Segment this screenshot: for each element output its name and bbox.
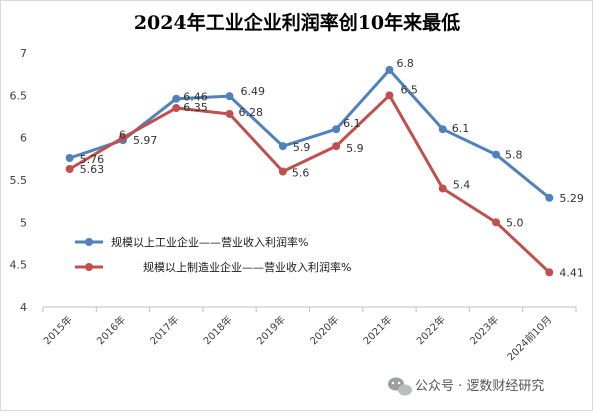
watermark: 公众号 · 逻数财经研究: [388, 377, 544, 396]
data-point: [492, 218, 501, 227]
data-point: [385, 65, 394, 74]
x-axis: 2015年 2016年 2017年 2018年 2019年 2020年 2021年 2022年…: [41, 306, 577, 363]
data-label: 5.97: [133, 134, 158, 147]
data-point: [65, 153, 74, 162]
x-tick-label: 2015年: [41, 313, 75, 347]
legend-label-1: 规模以上工业企业——营业收入利润率%: [111, 235, 308, 249]
data-point: [65, 164, 74, 173]
watermark-text: 公众号 · 逻数财经研究: [415, 379, 544, 394]
data-label: 5.76: [80, 153, 105, 166]
y-axis: 4 4.5 5 5.5 6 6.5 7: [10, 47, 28, 314]
x-tick-label: 2021年: [360, 313, 394, 347]
data-point: [118, 133, 127, 142]
y-tick-label: 4.5: [10, 259, 28, 272]
x-tick-label: 2022年: [414, 313, 448, 347]
data-point: [545, 193, 554, 202]
data-point: [225, 92, 234, 101]
data-point: [438, 184, 447, 193]
data-point: [438, 125, 447, 134]
x-tick-label: 2024前10月: [504, 313, 554, 363]
x-tick-label: 2019年: [254, 313, 288, 347]
series-line-1: [68, 68, 551, 200]
series-layer: 5.76 5.97 6.46 6.49 5.9 6.1 6.8 6.1 5.8 5.29 5.63 6…: [65, 57, 584, 279]
y-tick-label: 6.5: [10, 89, 28, 102]
data-label: 5.0: [506, 216, 524, 229]
data-label: 6.35: [183, 101, 208, 114]
series-line-2: [68, 93, 551, 274]
y-tick-label: 5.5: [10, 174, 28, 187]
data-label: 6.5: [400, 83, 418, 96]
data-label: 6.49: [241, 85, 265, 98]
data-point: [385, 91, 394, 100]
chart-title: 2024年工业企业利润率创10年来最低: [134, 11, 460, 34]
y-tick-label: 5: [20, 216, 27, 229]
data-label: 6.46: [183, 91, 208, 104]
data-label: 5.63: [80, 163, 105, 176]
legend-label-2: 规模以上制造业企业——营业收入利润率%: [143, 260, 351, 274]
data-label: 5.8: [505, 149, 523, 162]
data-label: 4.41: [559, 266, 584, 279]
data-label: 5.4: [453, 178, 471, 191]
data-point: [225, 109, 234, 118]
data-point: [545, 268, 554, 277]
data-point: [492, 150, 501, 159]
wechat-icon: [388, 377, 412, 396]
legend-marker-1: [85, 238, 93, 246]
data-label: 6.8: [396, 57, 414, 70]
data-point: [172, 104, 181, 113]
data-label: 6.1: [452, 122, 470, 135]
legend-marker-2: [85, 263, 93, 271]
x-tick-label: 2023年: [467, 313, 501, 347]
data-point: [332, 142, 341, 151]
data-label: 5.6: [292, 167, 310, 180]
data-label: 5.9: [346, 142, 364, 155]
data-label: 6: [119, 129, 126, 142]
x-tick-label: 2020年: [307, 313, 341, 347]
data-point: [172, 94, 181, 103]
x-tick-label: 2016年: [94, 313, 128, 347]
data-label: 5.29: [559, 192, 584, 205]
y-tick-label: 6: [20, 132, 27, 145]
data-point: [278, 167, 287, 176]
data-point: [278, 142, 287, 151]
y-tick-label: 4: [20, 301, 27, 314]
legend: 规模以上工业企业——营业收入利润率% 规模以上制造业企业——营业收入利润率%: [75, 235, 351, 274]
data-point: [332, 125, 341, 134]
data-label: 5.9: [293, 141, 311, 154]
data-label: 6.1: [343, 117, 361, 130]
x-tick-label: 2018年: [200, 313, 234, 347]
y-tick-label: 7: [20, 47, 27, 60]
x-tick-label: 2017年: [147, 313, 181, 347]
data-label: 6.28: [239, 106, 263, 119]
